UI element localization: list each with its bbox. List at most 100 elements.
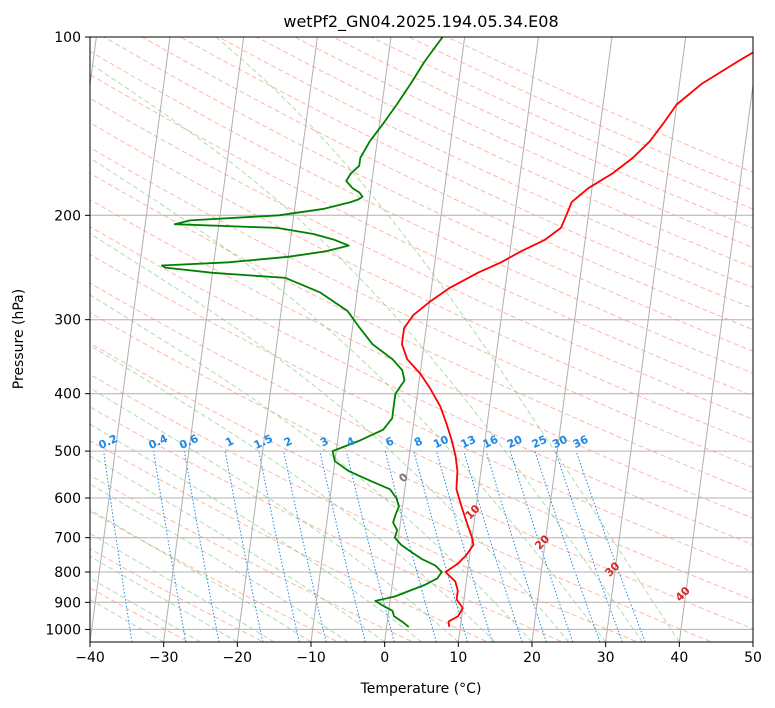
moist-adiabat-line <box>90 555 238 642</box>
y-tick-label: 500 <box>54 444 81 460</box>
moist-adiabat-line <box>90 63 643 642</box>
y-tick-label: 900 <box>54 595 81 611</box>
dry-adiabat-line <box>294 37 753 249</box>
dry-adiabat-line <box>447 37 753 173</box>
moist-adiabat-line <box>90 294 533 642</box>
moist-adiabat-line <box>90 344 496 642</box>
moist-adiabat-label: 30 <box>602 559 622 579</box>
isotherm-line <box>310 37 392 642</box>
mixing-ratio-label: 25 <box>530 433 549 451</box>
moist-adiabat-line <box>90 509 312 642</box>
mixing-ratio-label: 1.5 <box>252 432 275 452</box>
mixing-ratio-label: 6 <box>384 434 397 449</box>
dry-adiabat-line <box>408 37 753 192</box>
mixing-ratio-line <box>485 450 547 642</box>
x-tick-label: 50 <box>744 650 762 666</box>
dry-adiabat-line <box>103 37 753 352</box>
x-tick-label: 30 <box>597 650 615 666</box>
y-axis-ticks: 100 200 300 400 500 600 700 800 900 1000 <box>45 30 90 638</box>
dry-adiabat-line <box>90 342 714 642</box>
background-lines <box>90 37 753 642</box>
x-tick-label: −10 <box>296 650 326 666</box>
y-tick-label: 100 <box>54 30 81 46</box>
isotherm-line <box>236 37 318 642</box>
mixing-ratio-line <box>575 450 646 642</box>
moist-adiabat-line <box>90 423 422 642</box>
isotherm-line <box>90 37 97 89</box>
moist-adiabat-line <box>90 577 201 642</box>
dry-adiabat-line <box>90 406 564 642</box>
dry-adiabat-line <box>370 37 753 210</box>
dry-adiabat-line <box>256 37 753 269</box>
dry-adiabat-line <box>90 510 340 642</box>
mixing-ratio-line <box>413 450 468 642</box>
mixing-ratio-line <box>463 450 523 642</box>
dry-adiabat-line <box>90 73 753 397</box>
dry-adiabat-line <box>180 37 753 309</box>
moist-adiabat-line <box>90 532 275 642</box>
mixing-ratio-line <box>224 451 264 642</box>
isotherm-line <box>752 638 753 642</box>
y-tick-label: 300 <box>54 313 81 329</box>
mixing-ratio-label: 10 <box>431 433 451 451</box>
dry-adiabat-line <box>90 440 489 642</box>
mixing-ratio-label: 8 <box>412 434 424 449</box>
dry-adiabat-line <box>90 172 753 494</box>
x-tick-label: 10 <box>449 650 467 666</box>
dry-adiabat-line <box>332 37 753 229</box>
y-tick-label: 1000 <box>45 622 81 638</box>
y-tick-label: 700 <box>54 531 81 547</box>
dry-adiabat-line <box>90 373 639 642</box>
moist-adiabat-label: 0 <box>396 470 411 485</box>
moist-adiabat-label: 20 <box>532 532 552 552</box>
isotherm-line <box>90 37 171 642</box>
dry-adiabat-line <box>90 253 753 573</box>
mixing-ratio-label: 0.2 <box>97 432 120 452</box>
y-tick-label: 400 <box>54 387 81 403</box>
y-axis-label: Pressure (hPa) <box>11 289 27 389</box>
y-tick-label: 200 <box>54 208 81 224</box>
mixing-ratio-label: 2 <box>282 434 294 449</box>
isotherm-line <box>163 37 245 642</box>
mixing-ratio-label: 16 <box>481 433 501 451</box>
x-tick-label: 20 <box>523 650 541 666</box>
plot-frame <box>89 36 754 643</box>
isotherm-line <box>457 37 539 642</box>
dry-adiabat-line <box>90 97 753 420</box>
isotherm-line <box>605 37 687 642</box>
x-tick-label: −40 <box>75 650 105 666</box>
mixing-ratio-label: 13 <box>459 433 478 451</box>
x-tick-label: −20 <box>223 650 253 666</box>
mixing-ratio-label: 1 <box>223 434 235 449</box>
dry-adiabat-line <box>90 226 753 546</box>
moist-adiabat-label: 40 <box>673 584 693 604</box>
mixing-ratio-line <box>554 450 623 642</box>
mixing-ratio-line <box>183 451 220 642</box>
y-tick-label: 600 <box>54 491 81 507</box>
mixing-ratio-label: 36 <box>571 433 591 451</box>
mixing-ratio-line <box>436 450 493 642</box>
dewpoint-line <box>161 37 444 628</box>
x-tick-label: 40 <box>670 650 688 666</box>
dry-adiabat-line <box>90 146 753 468</box>
temperature-line <box>401 51 753 628</box>
line-labels: -100-90-80-70-60-50-40-30-20-100.10.20.4… <box>97 432 694 604</box>
mixing-ratio-line <box>319 450 366 642</box>
dry-adiabat-line <box>90 122 753 444</box>
moist-adiabat-line <box>215 37 680 642</box>
mixing-ratio-line <box>534 450 601 642</box>
mixing-ratio-label: 0.4 <box>147 432 170 452</box>
dry-adiabat-line <box>141 37 753 331</box>
moist-adiabat-line <box>90 233 570 642</box>
x-axis-ticks: −40 −30 −20 −10 0 10 20 30 40 50 <box>75 642 762 666</box>
isotherm-line <box>531 37 613 642</box>
y-tick-label: 800 <box>54 565 81 581</box>
x-axis-label: Temperature (°C) <box>360 681 482 697</box>
dry-adiabat-line <box>90 548 265 642</box>
mixing-ratio-label: 0.6 <box>177 432 200 452</box>
mixing-ratio-line <box>258 451 300 642</box>
moist-adiabat-line <box>90 483 349 642</box>
moist-adiabat-line <box>90 387 459 642</box>
mixing-ratio-label: 20 <box>505 433 525 451</box>
mixing-ratio-line <box>153 451 187 642</box>
